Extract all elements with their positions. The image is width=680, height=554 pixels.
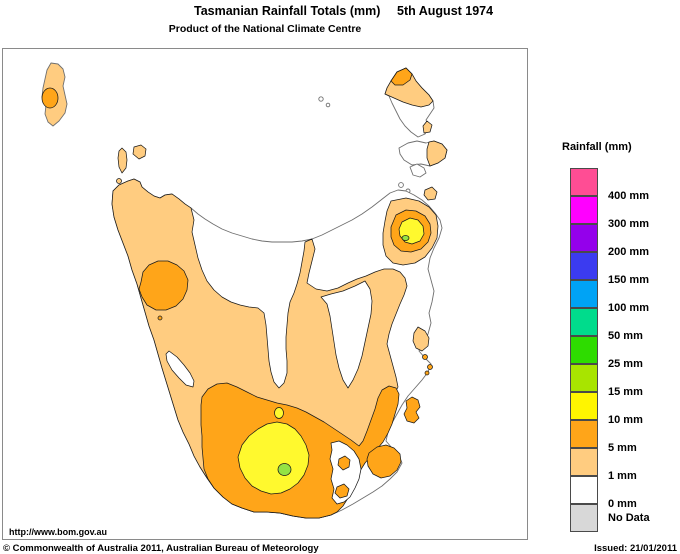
legend-swatch (570, 280, 598, 308)
rainfall-spot-15mm (274, 407, 284, 419)
flinders-10mm-region (390, 67, 413, 86)
legend-label: 15 mm (608, 386, 643, 398)
legend-swatch (570, 224, 598, 252)
small-island (398, 182, 404, 188)
legend-swatch (570, 196, 598, 224)
legend-label: 300 mm (608, 218, 649, 230)
legend-swatch (570, 448, 598, 476)
bruny-10mm-fragment (337, 455, 351, 471)
page-title-date: 5th August 1974 (397, 4, 494, 18)
rainfall-dot-10mm (157, 315, 163, 321)
issued-date: Issued: 21/01/2011 (594, 543, 677, 554)
legend-label: 150 mm (608, 274, 649, 286)
rainfall-region-10mm-west (138, 260, 189, 311)
legend-label: 50 mm (608, 330, 643, 342)
kent-group-island (325, 102, 331, 108)
cape-barren-5mm-region (426, 140, 448, 167)
legend-swatch (570, 364, 598, 392)
kent-group-island (318, 96, 324, 102)
legend-swatch (570, 168, 598, 196)
legend-swatch (570, 392, 598, 420)
legend-swatch (570, 420, 598, 448)
legend-label: 100 mm (608, 302, 649, 314)
ne-region-25mm (401, 235, 410, 241)
legend-label: 200 mm (608, 246, 649, 258)
legend-label: No Data (608, 512, 650, 524)
schouten-islet-10mm (427, 364, 433, 370)
page-subtitle: Product of the National Climate Centre (168, 23, 362, 35)
legend-swatch (570, 336, 598, 364)
tasmania-rainfall-map (41, 62, 448, 519)
rainfall-region-25mm-south (277, 463, 292, 476)
legend-label: 0 mm (608, 498, 637, 510)
schouten-islet-10mm (424, 370, 430, 376)
legend-boxes: 400 mm 300 mm 200 mm 150 mm 100 mm 50 mm 25 mm… (570, 168, 680, 534)
legend-label: 400 mm (608, 190, 649, 202)
map-frame: http://www.bom.gov.au (2, 48, 528, 540)
legend-swatch (570, 504, 598, 532)
legend-swatch (570, 308, 598, 336)
small-island (116, 178, 122, 184)
legend-label: 10 mm (608, 414, 643, 426)
west-1mm-valley (165, 350, 195, 388)
legend-swatch (570, 476, 598, 504)
swan-island-5mm (423, 186, 438, 201)
hunter-island (117, 147, 128, 174)
legend-label: 5 mm (608, 442, 637, 454)
three-hummock-island (132, 144, 147, 160)
schouten-islet-10mm (422, 354, 428, 360)
freycinet-5mm (412, 326, 430, 352)
king-island-10mm-region (41, 87, 59, 109)
bruny-10mm-fragment (334, 483, 350, 499)
legend-label: 25 mm (608, 358, 643, 370)
maria-island-10mm (403, 396, 421, 424)
clarke-island (409, 163, 427, 178)
legend-swatch (570, 252, 598, 280)
copyright-text: © Commonwealth of Australia 2011, Austra… (3, 543, 319, 554)
bom-url-label: http://www.bom.gov.au (9, 527, 107, 537)
page-title: Tasmanian Rainfall Totals (mm) (194, 4, 381, 18)
legend-label: 1 mm (608, 470, 637, 482)
legend-title: Rainfall (mm) (562, 141, 632, 153)
midlands-1mm-valley (320, 280, 373, 389)
tasman-peninsula-10mm (366, 444, 402, 479)
flinders-se-5mm-region (422, 120, 433, 134)
rainfall-region-15mm-south (237, 421, 310, 495)
